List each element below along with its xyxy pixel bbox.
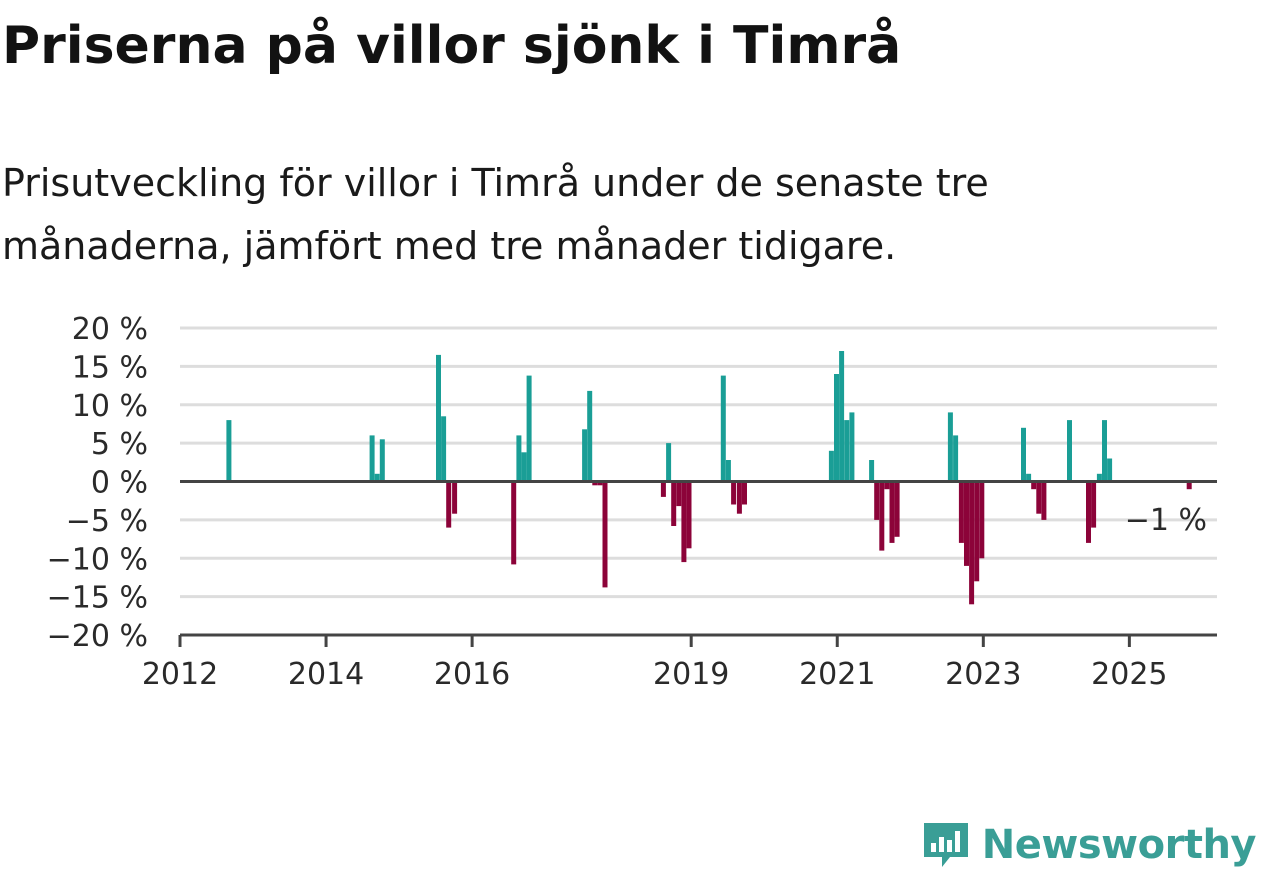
- bar: [602, 481, 608, 588]
- y-tick-label: −5 %: [66, 504, 148, 539]
- bar: [974, 481, 980, 582]
- y-tick-label: 5 %: [91, 427, 148, 462]
- axes: [178, 480, 1217, 647]
- bar: [731, 481, 737, 505]
- bar: [1036, 481, 1042, 514]
- bar: [1102, 420, 1107, 482]
- newsworthy-logo: Newsworthy: [920, 819, 1257, 871]
- bar: [446, 481, 452, 528]
- bar: [441, 416, 447, 482]
- bar: [844, 420, 850, 482]
- bar: [452, 481, 458, 514]
- x-tick-label: 2012: [142, 657, 218, 692]
- x-tick-label: 2023: [945, 657, 1021, 692]
- bar: [874, 481, 880, 520]
- bar: [725, 460, 731, 482]
- chart-subtitle: Prisutveckling för villor i Timrå under …: [2, 161, 989, 268]
- bar: [849, 412, 855, 482]
- bar: [894, 481, 900, 537]
- bar: [582, 429, 588, 482]
- y-tick-label: 20 %: [72, 312, 148, 347]
- bar: [374, 473, 380, 482]
- bar: [1026, 473, 1032, 482]
- chart-title: Priserna på villor sjönk i Timrå: [2, 16, 902, 76]
- bar: [742, 481, 747, 505]
- y-tick-label: 15 %: [72, 350, 148, 385]
- bar: [1096, 473, 1102, 482]
- bar: [1107, 458, 1113, 482]
- y-tick-label: −10 %: [47, 542, 148, 577]
- bar: [1067, 420, 1072, 482]
- bar: [879, 481, 885, 551]
- x-tick-label: 2019: [653, 657, 729, 692]
- bar: [660, 481, 666, 497]
- y-tick-label: −15 %: [47, 581, 148, 616]
- bar: [964, 481, 969, 566]
- x-axis-labels: 2012 2014 2016 2019 2021 2023 2025: [142, 657, 1168, 692]
- bar: [947, 412, 953, 482]
- bar: [511, 481, 517, 565]
- y-tick-label: −20 %: [47, 619, 148, 654]
- bar: [736, 481, 742, 514]
- bar: [597, 481, 603, 486]
- x-tick-label: 2021: [799, 657, 875, 692]
- annotations: −1 %: [1125, 503, 1207, 538]
- y-axis-labels: 20 %15 % 10 %5 % 0 %−5 %−10 % −15 %−20 %: [47, 312, 148, 654]
- bar: [884, 481, 890, 490]
- bar: [666, 443, 672, 482]
- bar: [676, 481, 682, 507]
- bar: [839, 351, 845, 482]
- bar: [1186, 481, 1192, 490]
- x-tick-label: 2016: [434, 657, 510, 692]
- bar: [587, 390, 593, 482]
- bar: [521, 452, 527, 482]
- bar: [828, 450, 834, 482]
- bar: [979, 481, 985, 559]
- bar: [526, 375, 532, 482]
- bar-chart: 20 %15 % 10 %5 % 0 %−5 %−10 % −15 %−20 % 20…: [47, 312, 1217, 692]
- bar: [958, 481, 964, 543]
- newsworthy-logo-icon: [923, 823, 968, 867]
- x-tick-label: 2014: [288, 657, 364, 692]
- bar: [671, 481, 677, 526]
- bar: [720, 375, 726, 482]
- bar: [226, 420, 232, 482]
- bar: [1086, 481, 1091, 543]
- grid-lines: [180, 326, 1217, 599]
- bar: [953, 435, 959, 482]
- bar: [592, 481, 598, 486]
- y-tick-label: 0 %: [91, 466, 148, 501]
- bar: [1031, 481, 1037, 490]
- bar: [369, 435, 375, 482]
- bar: [516, 435, 522, 482]
- bar: [969, 481, 975, 605]
- bar: [869, 460, 875, 482]
- last-value-label: −1 %: [1125, 503, 1207, 538]
- y-tick-label: 10 %: [72, 389, 148, 424]
- brand-name: Newsworthy: [981, 822, 1257, 868]
- bar: [834, 374, 839, 482]
- bar: [1091, 481, 1097, 528]
- bar: [1041, 481, 1047, 520]
- bar: [889, 481, 895, 543]
- bar: [379, 439, 385, 482]
- bar: [436, 354, 441, 482]
- bar: [686, 481, 692, 549]
- bar: [1021, 427, 1026, 482]
- bar: [681, 481, 687, 563]
- bars: [226, 351, 1192, 605]
- x-tick-label: 2025: [1091, 657, 1167, 692]
